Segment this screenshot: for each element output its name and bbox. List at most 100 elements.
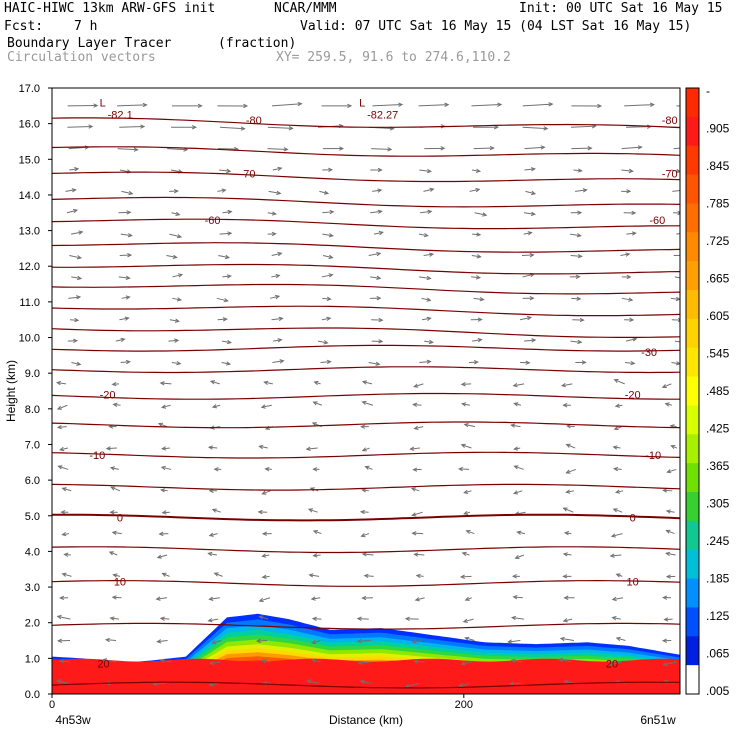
vector-shaft: [313, 401, 323, 406]
vector-head: [628, 168, 634, 174]
colorbar-label: .605: [706, 309, 730, 323]
circulation-vector: [508, 681, 521, 686]
colorbar-label: .545: [706, 347, 730, 361]
circulation-vector: [572, 317, 585, 323]
vector-head: [614, 680, 620, 685]
colorbar-frame: [685, 87, 700, 695]
y-tick-label: 6.0: [25, 475, 40, 487]
vector-head: [277, 338, 283, 343]
vector-head: [261, 490, 267, 495]
vector-head: [271, 231, 277, 237]
circulation-vector: [472, 338, 483, 343]
vector-head: [60, 509, 66, 515]
vector-shaft: [222, 275, 231, 278]
vector-head: [702, 106, 706, 110]
circulation-vector: [473, 125, 499, 130]
circulation-vector: [371, 147, 393, 152]
vector-shaft: [570, 125, 596, 128]
colorbar: - .905 .845 .785 .725 .665 .605 .545 .485 .425 .36…: [685, 84, 730, 698]
isotherm-line: [52, 344, 680, 352]
circulation-vector: [116, 102, 148, 108]
circulation-vector: [359, 509, 369, 515]
circulation-vector: [159, 616, 170, 621]
vector-head: [462, 618, 468, 623]
vector-shaft: [261, 404, 272, 408]
x-start-label: 4n53w: [55, 713, 91, 727]
circulation-vector: [56, 679, 69, 684]
vector-head: [160, 465, 166, 471]
vector-shaft: [322, 233, 333, 237]
circulation-vector: [69, 167, 80, 172]
vector-head: [125, 275, 131, 280]
vector-shaft: [524, 168, 535, 171]
vector-shaft: [273, 339, 282, 342]
circulation-vector: [67, 124, 94, 129]
vector-head: [211, 404, 217, 409]
circulation-vector: [409, 446, 421, 451]
circulation-vector: [320, 359, 332, 365]
vector-head: [632, 337, 638, 342]
vector-shaft: [524, 339, 536, 342]
vector-head: [423, 232, 429, 238]
colorbar-swatch: [686, 203, 699, 233]
vector-head: [409, 446, 415, 451]
vector-head: [477, 317, 483, 322]
circulation-vector: [413, 552, 425, 557]
vector-shaft: [267, 126, 293, 129]
vector-shaft: [267, 212, 276, 215]
circulation-vector: [372, 102, 404, 107]
circulation-vector: [418, 102, 450, 107]
vector-head: [626, 274, 632, 280]
circulation-vector: [613, 379, 625, 385]
vector-shaft: [362, 401, 374, 406]
vector-head: [482, 212, 488, 217]
circulation-vector: [71, 361, 82, 366]
vector-shaft: [461, 383, 472, 385]
colorbar-swatch: [686, 636, 699, 666]
circulation-vector: [371, 339, 384, 344]
circulation-vector: [257, 509, 268, 515]
vector-head: [209, 380, 216, 385]
vector-head: [326, 296, 332, 301]
vector-shaft: [68, 296, 81, 299]
circulation-vector: [108, 551, 118, 556]
vector-head: [666, 469, 672, 474]
circulation-vector: [68, 295, 82, 300]
vector-shaft: [71, 231, 83, 235]
circulation-vector: [621, 189, 632, 194]
vector-shaft: [262, 659, 272, 663]
vector-head: [278, 316, 284, 322]
vector-head: [208, 532, 214, 537]
y-tick-label: 1.0: [25, 653, 40, 665]
circulation-vector: [411, 531, 424, 536]
vector-head: [161, 446, 167, 451]
vector-shaft: [106, 447, 117, 450]
vector-shaft: [67, 125, 93, 128]
vector-head: [510, 423, 516, 428]
colorbar-swatch: [686, 434, 699, 464]
circulation-vector: [219, 231, 233, 236]
isotherm-line: [52, 392, 680, 400]
vector-head: [611, 596, 617, 602]
vector-shaft: [362, 447, 370, 452]
circulation-vector: [621, 145, 643, 150]
circulation-vector: [460, 443, 472, 449]
vector-shaft: [169, 233, 182, 238]
vector-shaft: [524, 146, 545, 150]
colorbar-swatch: [686, 492, 699, 522]
vector-head: [175, 211, 181, 216]
circulation-vector: [112, 573, 121, 578]
circulation-vector: [565, 489, 575, 494]
vector-shaft: [410, 447, 421, 450]
circulation-vector: [612, 445, 621, 450]
circulation-vector: [272, 166, 283, 171]
circulation-vector: [55, 380, 67, 386]
vector-head: [125, 295, 131, 300]
vector-shaft: [308, 508, 318, 513]
vector-shaft: [612, 597, 624, 601]
vector-head: [581, 360, 587, 365]
vector-shaft: [471, 103, 502, 107]
circulation-vector: [269, 294, 281, 300]
colorbar-swatch: [686, 261, 699, 291]
vector-shaft: [517, 531, 525, 535]
